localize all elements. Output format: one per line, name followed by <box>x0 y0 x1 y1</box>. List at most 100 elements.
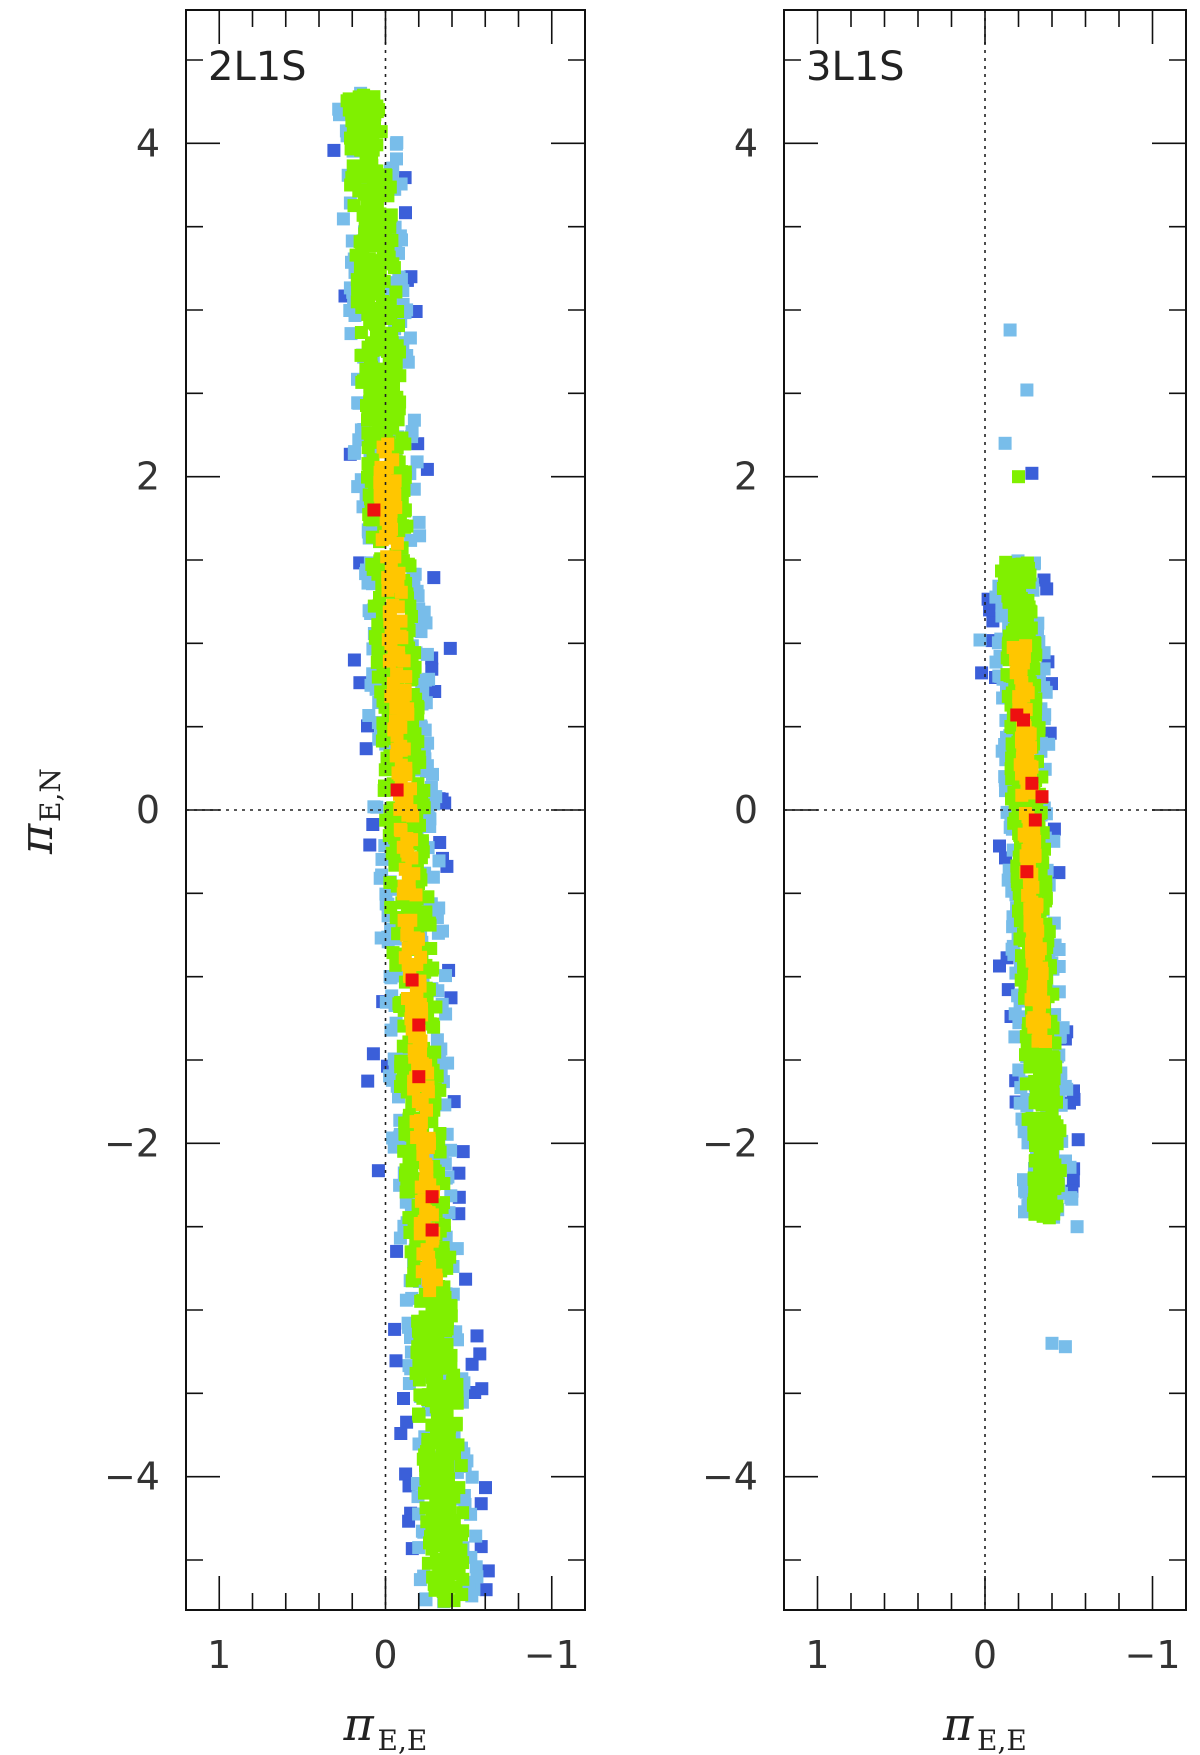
scatter-point <box>450 1396 464 1410</box>
scatter-point <box>415 1057 429 1071</box>
scatter-point <box>1052 866 1066 880</box>
panel-label-2l1s: 2L1S <box>208 44 307 90</box>
scatter-point <box>376 249 390 263</box>
scatter-point <box>411 1095 425 1109</box>
scatter-point <box>385 486 399 500</box>
tick-labels-3l1s: 1 0 −1 −4 −2 0 2 4 <box>702 121 1181 1677</box>
scatter-point <box>1021 747 1035 760</box>
scatter-point <box>420 462 434 476</box>
scatter-point <box>428 685 442 698</box>
y-tick-label: −2 <box>104 1121 160 1165</box>
scatter-point <box>1006 641 1020 654</box>
scatter-point <box>423 820 437 833</box>
scatter-point <box>404 913 418 927</box>
scatter-point <box>398 951 412 965</box>
scatter-point <box>363 838 377 852</box>
scatter-point <box>397 1144 411 1158</box>
scatter-point <box>384 515 398 529</box>
scatter-point <box>390 783 404 797</box>
scatter-point <box>342 92 356 106</box>
scatter-point <box>402 1514 416 1528</box>
scatter-point <box>412 755 426 769</box>
scatter-point <box>470 1329 484 1343</box>
scatter-point <box>1024 605 1038 619</box>
scatter-point <box>400 794 414 808</box>
scatter-point <box>384 388 398 402</box>
scatter-point <box>433 1127 447 1140</box>
scatter-point <box>388 474 402 488</box>
scatter-point <box>405 425 419 439</box>
scatter-point <box>422 672 436 686</box>
scatter-point <box>407 482 421 496</box>
scatter-point <box>435 1303 449 1317</box>
scatter-point <box>352 90 366 104</box>
scatter-point <box>1020 383 1034 397</box>
scatter-point <box>348 177 362 191</box>
scatter-point <box>1017 1173 1030 1187</box>
scatter-point <box>1008 1030 1022 1044</box>
scatter-point <box>359 742 373 756</box>
scatter-point <box>327 143 341 157</box>
scatter-point <box>1039 1035 1052 1048</box>
scatter-point <box>1045 1336 1059 1350</box>
scatter-point <box>454 1543 468 1557</box>
ticks-3l1s <box>783 10 1187 1610</box>
scatter-point <box>394 177 408 191</box>
scatter-point <box>444 1143 458 1157</box>
scatter-point <box>1030 1087 1043 1101</box>
scatter-point <box>426 1459 440 1472</box>
scatter-point <box>474 1540 488 1554</box>
scatter-point <box>379 529 393 543</box>
scatter-point <box>412 515 426 529</box>
points-2l1s <box>327 86 495 1609</box>
scatter-point <box>370 267 384 281</box>
scatter-point <box>383 1069 397 1083</box>
scatter-point <box>443 1493 457 1507</box>
scatter-point <box>1018 807 1032 820</box>
x-tick-label: 1 <box>805 1633 829 1677</box>
scatter-point <box>366 818 380 831</box>
scatter-point <box>459 1272 473 1286</box>
scatter-point <box>1033 1148 1047 1162</box>
scatter-point <box>1023 1060 1037 1074</box>
scatter-point <box>1012 1063 1026 1077</box>
scatter-point <box>353 676 367 690</box>
scatter-point <box>421 736 435 750</box>
scatter-point <box>407 1044 421 1058</box>
scatter-point <box>973 633 987 647</box>
ticks-2l1s <box>185 10 586 1610</box>
scatter-point <box>411 735 425 749</box>
scatter-point <box>416 798 430 812</box>
ref-lines-2l1s <box>186 10 585 1610</box>
scatter-point <box>429 1000 443 1014</box>
scatter-point <box>415 1389 429 1403</box>
scatter-point <box>398 1054 412 1068</box>
scatter-point <box>1044 1067 1058 1081</box>
scatter-point <box>400 928 414 942</box>
scatter-point <box>382 298 395 312</box>
scatter-point <box>407 994 421 1008</box>
x-axis-symbol-3l1s: π <box>942 1697 974 1751</box>
scatter-point <box>359 135 373 149</box>
scatter-point <box>421 890 435 904</box>
scatter-point <box>465 1357 479 1371</box>
scatter-point <box>1025 776 1039 790</box>
scatter-point <box>382 410 396 424</box>
scatter-point <box>425 1190 439 1204</box>
scatter-point <box>425 1223 439 1237</box>
scatter-point <box>373 488 387 502</box>
scatter-point <box>399 1195 413 1209</box>
y-axis-subscript-2l1s: E,N <box>34 768 67 822</box>
scatter-point <box>1046 1087 1060 1101</box>
scatter-point <box>998 436 1012 450</box>
scatter-point <box>370 195 384 209</box>
scatter-point <box>1039 882 1053 896</box>
scatter-point <box>473 1347 487 1361</box>
panel-3l1s: 1 0 −1 −4 −2 0 2 4 3L1S π E,E <box>702 9 1187 1755</box>
scatter-point <box>1031 924 1045 938</box>
scatter-point <box>1031 1189 1045 1203</box>
scatter-point <box>399 206 412 220</box>
scatter-point <box>406 899 420 913</box>
scatter-point <box>351 480 365 494</box>
points-3l1s <box>973 323 1085 1354</box>
